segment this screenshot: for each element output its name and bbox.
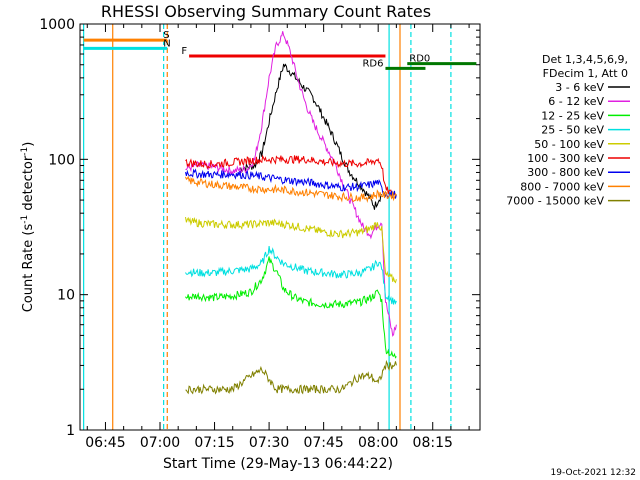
y-tick-label: 1000 <box>39 17 75 33</box>
x-tick-label: 07:00 <box>140 435 180 451</box>
series-line <box>185 256 397 359</box>
y-tick-label: 10 <box>57 288 75 304</box>
legend-entry: 6 - 12 keV <box>548 95 604 108</box>
flag-label: RD0 <box>409 54 430 65</box>
x-tick-label: 07:45 <box>303 435 343 451</box>
x-tick-label: 07:30 <box>249 435 289 451</box>
legend-entry: 3 - 6 keV <box>555 81 604 94</box>
series-line <box>185 175 397 203</box>
legend-entry: 800 - 7000 keV <box>520 180 604 193</box>
flag-label: RD6 <box>362 58 383 69</box>
x-axis: 06:45 07:00 07:15 07:30 07:45 08:00 08:15 <box>85 24 470 451</box>
series-line <box>185 216 397 284</box>
plot-area: SNF RD0 RD6 <box>83 24 477 430</box>
y-axis-label: Count Rate (s-1 detector-1) <box>20 142 36 313</box>
series-line <box>185 154 397 199</box>
legend-entry: 12 - 25 keV <box>541 109 604 122</box>
legend-entry: 25 - 50 keV <box>541 124 604 137</box>
legend: Det 1,3,4,5,6,9, FDecim 1, Att 0 3 - 6 k… <box>506 53 630 208</box>
x-tick-label: 08:00 <box>358 435 398 451</box>
flag-label: F <box>181 46 187 57</box>
timestamp: 19-Oct-2021 12:32 <box>551 468 636 478</box>
x-tick-label: 07:15 <box>194 435 234 451</box>
x-tick-label: 06:45 <box>85 435 125 451</box>
legend-entry: 300 - 800 keV <box>527 166 604 179</box>
series-line <box>239 63 383 210</box>
series-line <box>185 168 397 199</box>
x-axis-label: Start Time (29-May-13 06:44:22) <box>163 456 393 472</box>
y-tick-label: 1 <box>66 423 75 439</box>
plot-frame <box>79 23 481 431</box>
flag-label: S <box>163 30 169 41</box>
legend-entry: 100 - 300 keV <box>527 152 604 165</box>
y-axis: 1 10 100 1000 <box>39 17 480 439</box>
series-line <box>185 245 397 305</box>
legend-entry: 50 - 100 keV <box>534 138 604 151</box>
chart-title: RHESSI Observing Summary Count Rates <box>101 2 431 21</box>
legend-header-1: Det 1,3,4,5,6,9, <box>542 53 628 66</box>
x-tick-label: 08:15 <box>413 435 453 451</box>
flag-label: N <box>163 38 170 49</box>
legend-header-2: FDecim 1, Att 0 <box>543 67 628 80</box>
legend-entry: 7000 - 15000 keV <box>506 195 604 208</box>
series-line <box>185 359 397 395</box>
y-tick-label: 100 <box>48 152 75 168</box>
